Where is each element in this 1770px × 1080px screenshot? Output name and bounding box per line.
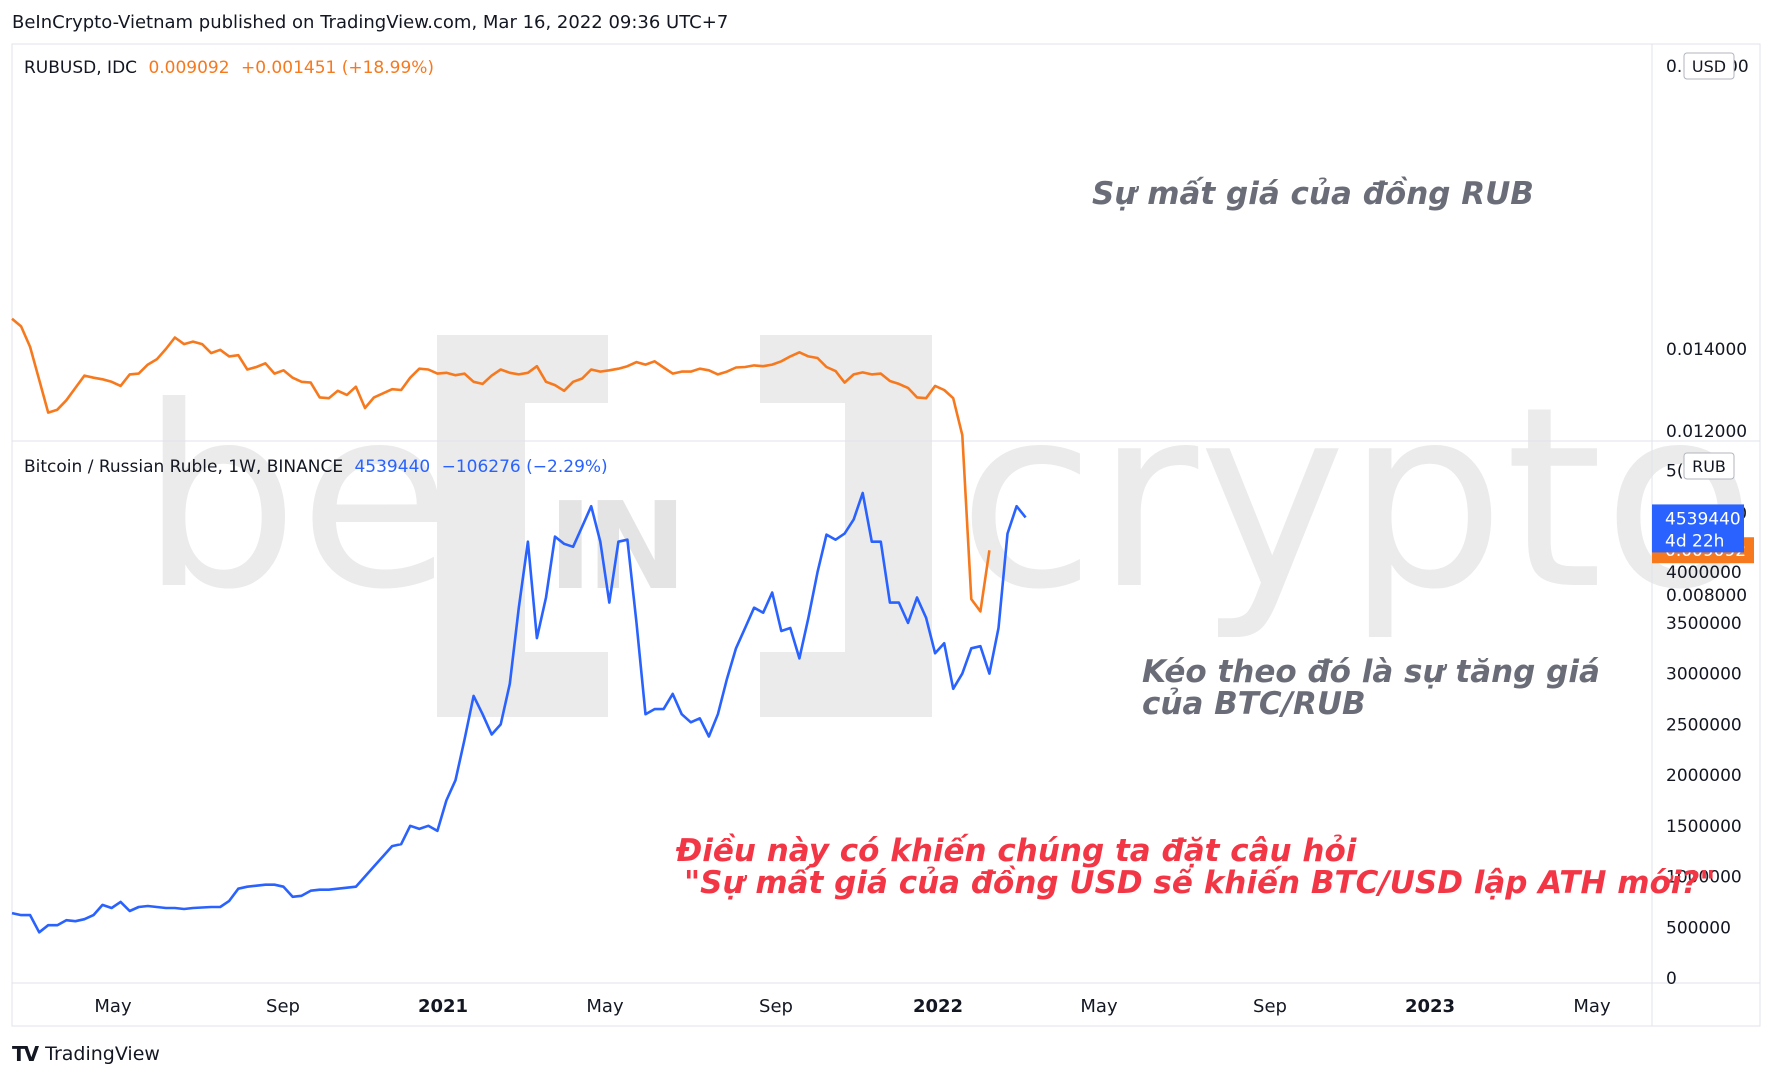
btc-symbol: Bitcoin / Russian Ruble, 1W, BINANCE [24,457,344,477]
rub-tick-label: 0.008000 [1666,586,1747,606]
price-tags: USDRUB0.00909245394404d 22h [1652,52,1754,564]
rub-badge-label: RUB [1692,457,1726,476]
btc-tick-label: 3500000 [1666,614,1742,634]
btc-annotation-line1: Kéo theo đó là sự tăng giá [1142,654,1600,690]
rub-tick-label: 0.014000 [1666,340,1747,360]
btc-tick-label: 1000000 [1666,868,1742,888]
btc-legend[interactable]: Bitcoin / Russian Ruble, 1W, BINANCE 453… [24,457,614,477]
time-tick-label: Sep [759,996,793,1017]
time-tick-label: May [94,996,132,1017]
btc-price-tag [1652,504,1744,553]
btc-change: −106276 (−2.29%) [441,457,608,477]
rub-tick-label: 0.012000 [1666,422,1747,442]
btc-tick-label: 500000 [1666,918,1731,938]
watermark-bracket-right [760,335,932,717]
btc-tick-label: 0 [1666,969,1677,989]
question-line2: "Sự mất giá của đồng USD sẽ khiến BTC/US… [684,865,1716,901]
usd-badge-label: USD [1692,57,1726,76]
rub-line [11,317,991,613]
btc-tick-label: 4000000 [1666,563,1742,583]
rub-series [11,317,991,613]
time-tick-label: Sep [1253,996,1287,1017]
time-tick-label: 2021 [418,996,468,1017]
btc-tick-label: 3000000 [1666,665,1742,685]
time-tick-label: May [1080,996,1118,1017]
watermark-be: be [140,353,453,644]
btc-tick-label: 2000000 [1666,766,1742,786]
bein-crypto-watermark: be IN crypto [140,335,1756,717]
tradingview-footer[interactable]: TV TradingView [12,1042,160,1066]
btc-annotation: Kéo theo đó là sự tăng giá của BTC/RUB [1142,656,1600,720]
btc-annotation-line2: của BTC/RUB [1142,686,1366,722]
time-tick-label: May [1573,996,1611,1017]
rub-symbol: RUBUSD, IDC [24,58,138,78]
btc-tick-label: 2500000 [1666,715,1742,735]
btc-series [11,491,1027,934]
btc-last: 4539440 [354,457,431,477]
rub-tick-top-partial: 0. [1666,57,1682,77]
time-axis[interactable]: May Sep 2021 May Sep 2022 May Sep 2023 May [94,996,1611,1017]
time-tick-label: 2023 [1405,996,1455,1017]
time-tick-label: May [586,996,624,1017]
btc-price-tag-label: 4539440 [1665,509,1741,529]
watermark-crypto: crypto [958,353,1756,644]
usd-badge [1683,52,1735,80]
btc-tick-label: 1500000 [1666,817,1742,837]
chart-border [11,43,1761,1027]
question-line1: Điều này có khiến chúng ta đặt câu hỏi [676,833,1357,869]
rub-legend[interactable]: RUBUSD, IDC 0.009092 +0.001451 (+18.99%) [24,58,440,78]
rub-last: 0.009092 [148,58,230,78]
tradingview-logo-icon: TV [12,1042,39,1066]
rub-change: +0.001451 (+18.99%) [240,58,435,78]
watermark-bracket-left [437,335,608,717]
btc-line [11,491,1027,934]
watermark-in: IN [548,478,681,617]
chart-frame [11,43,1761,1027]
btc-price-tag-time: 4d 22h [1665,531,1724,551]
publish-header: BeInCrypto-Vietnam published on TradingV… [12,12,729,33]
rub-badge [1683,452,1735,480]
question-annotation: Điều này có khiến chúng ta đặt câu hỏi "… [676,835,1716,899]
btc-price-axis[interactable]: 4000000 3500000 3000000 2500000 2000000 15000… [1666,462,1742,989]
rub-annotation: Sự mất giá của đồng RUB [1092,176,1534,212]
time-tick-label: 2022 [913,996,963,1017]
tradingview-brand: TradingView [45,1043,160,1065]
btc-tick-top-partial: 5( [1666,462,1683,482]
time-tick-label: Sep [266,996,300,1017]
